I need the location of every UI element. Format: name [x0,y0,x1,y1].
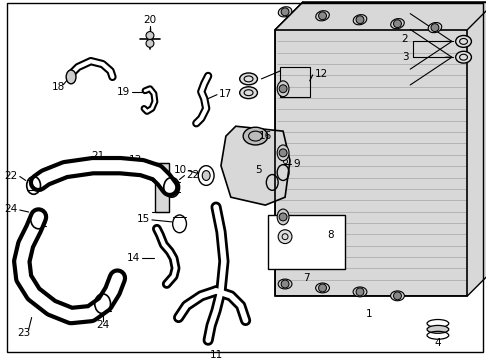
Text: 22: 22 [4,171,18,180]
Bar [275,30,467,296]
Ellipse shape [278,279,291,289]
Ellipse shape [277,145,288,161]
Text: 6: 6 [281,156,288,166]
Ellipse shape [455,36,470,47]
Ellipse shape [277,209,288,225]
Text: 16: 16 [258,131,271,141]
Text: 17: 17 [219,89,232,99]
Ellipse shape [352,15,366,25]
Text: 7: 7 [303,273,309,283]
Ellipse shape [66,70,76,84]
Ellipse shape [390,19,404,29]
Ellipse shape [239,87,257,99]
Circle shape [279,213,286,221]
Text: 18: 18 [52,82,65,92]
Text: 11: 11 [209,350,222,360]
Text: 10: 10 [173,165,186,175]
Circle shape [279,85,286,93]
Ellipse shape [202,171,210,180]
Circle shape [281,8,288,16]
Circle shape [355,288,363,296]
Circle shape [393,20,401,28]
Text: 22: 22 [186,170,199,180]
Text: 1: 1 [365,309,371,319]
Text: 13: 13 [128,155,142,165]
Circle shape [318,12,326,20]
Text: 5: 5 [255,165,261,175]
Ellipse shape [146,40,154,47]
Polygon shape [221,126,289,205]
Circle shape [430,24,438,32]
Text: 3: 3 [401,52,407,62]
Bar [268,215,345,269]
Circle shape [281,280,288,288]
Ellipse shape [427,23,441,33]
Text: 15: 15 [137,214,150,224]
Ellipse shape [278,7,291,17]
Text: 20: 20 [143,15,156,25]
Text: 9: 9 [292,159,299,169]
Text: 24: 24 [96,320,109,330]
Text: 12: 12 [314,69,327,79]
Text: 14: 14 [126,253,140,264]
Ellipse shape [277,81,288,96]
Circle shape [393,292,401,300]
Ellipse shape [243,127,267,145]
Text: 8: 8 [327,230,333,240]
Circle shape [318,284,326,292]
Ellipse shape [146,32,154,40]
Circle shape [279,149,286,157]
Bar [280,67,309,96]
Text: 19: 19 [117,87,130,97]
Ellipse shape [315,11,328,21]
Ellipse shape [455,51,470,63]
Text: 23: 23 [17,328,30,338]
Ellipse shape [239,73,257,85]
Text: 2: 2 [401,35,407,44]
Ellipse shape [352,287,366,297]
Circle shape [355,16,363,24]
Ellipse shape [390,291,404,301]
Bar [155,163,168,212]
Polygon shape [275,2,488,296]
Ellipse shape [315,283,329,293]
Ellipse shape [426,325,448,333]
Circle shape [278,230,291,244]
Text: 24: 24 [4,204,18,214]
Text: 4: 4 [434,338,440,348]
Text: 21: 21 [91,151,104,161]
